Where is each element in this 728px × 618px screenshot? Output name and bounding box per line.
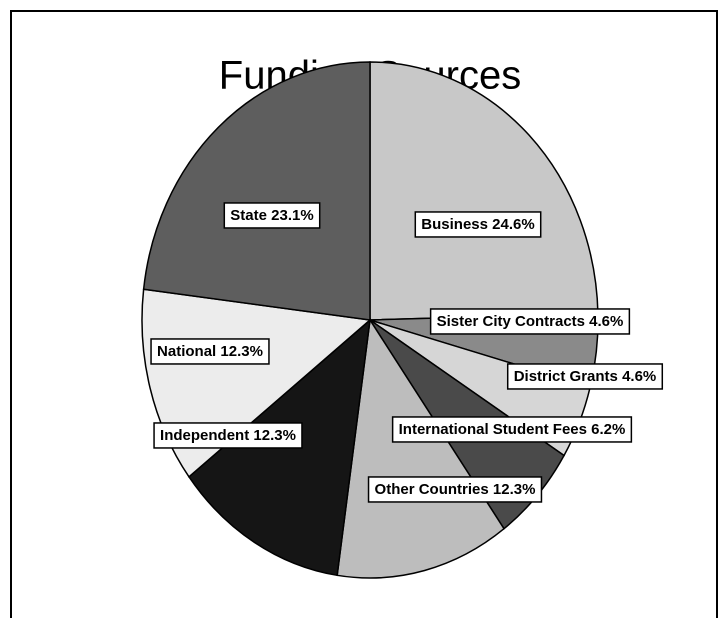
label-category: Other Countries (375, 481, 489, 498)
label-box (223, 202, 321, 229)
frame (10, 10, 718, 618)
label-value: 12.3% (493, 481, 536, 498)
label-box (153, 422, 303, 449)
label-box (414, 211, 542, 238)
label-value: 24.6% (492, 216, 535, 233)
label-category: Sister City Contracts (437, 313, 585, 330)
pie-slice (369, 61, 599, 321)
label-box (367, 476, 543, 503)
slice-label: National 12.3% (150, 338, 270, 365)
label-category: National (157, 343, 216, 360)
label-value: 4.6% (622, 368, 656, 385)
label-category: Business (421, 216, 488, 233)
pie-slice (336, 317, 506, 579)
label-category: International Student Fees (399, 421, 587, 438)
label-category: Independent (160, 427, 249, 444)
label-value: 12.3% (220, 343, 263, 360)
label-text: Business 24.6% (421, 216, 534, 233)
slice-label: District Grants 4.6% (506, 363, 664, 390)
label-category: District Grants (514, 368, 618, 385)
slice-label: Sister City Contracts 4.6% (429, 308, 631, 335)
labels: Business 24.6% Sister City Contracts 4.6%… (150, 202, 664, 503)
label-text: National 12.3% (157, 343, 263, 360)
slice-label: Independent 12.3% (153, 422, 303, 449)
label-text: District Grants 4.6% (514, 368, 657, 385)
label-text: State 23.1% (230, 207, 313, 224)
label-text: Independent 12.3% (160, 427, 296, 444)
label-value: 4.6% (589, 313, 623, 330)
label-category: State (230, 207, 267, 224)
label-box (429, 308, 631, 335)
pie-slice (142, 61, 371, 321)
label-value: 23.1% (271, 207, 314, 224)
slice-label: Business 24.6% (414, 211, 542, 238)
slice-label: State 23.1% (223, 202, 321, 229)
label-box (391, 416, 633, 443)
slice-label: Other Countries 12.3% (367, 476, 543, 503)
label-box (506, 363, 664, 390)
label-box (150, 338, 270, 365)
label-value: 12.3% (253, 427, 296, 444)
label-text: International Student Fees 6.2% (399, 421, 626, 438)
label-value: 6.2% (591, 421, 625, 438)
label-text: Sister City Contracts 4.6% (437, 313, 624, 330)
slice-label: International Student Fees 6.2% (391, 416, 633, 443)
label-text: Other Countries 12.3% (375, 481, 536, 498)
